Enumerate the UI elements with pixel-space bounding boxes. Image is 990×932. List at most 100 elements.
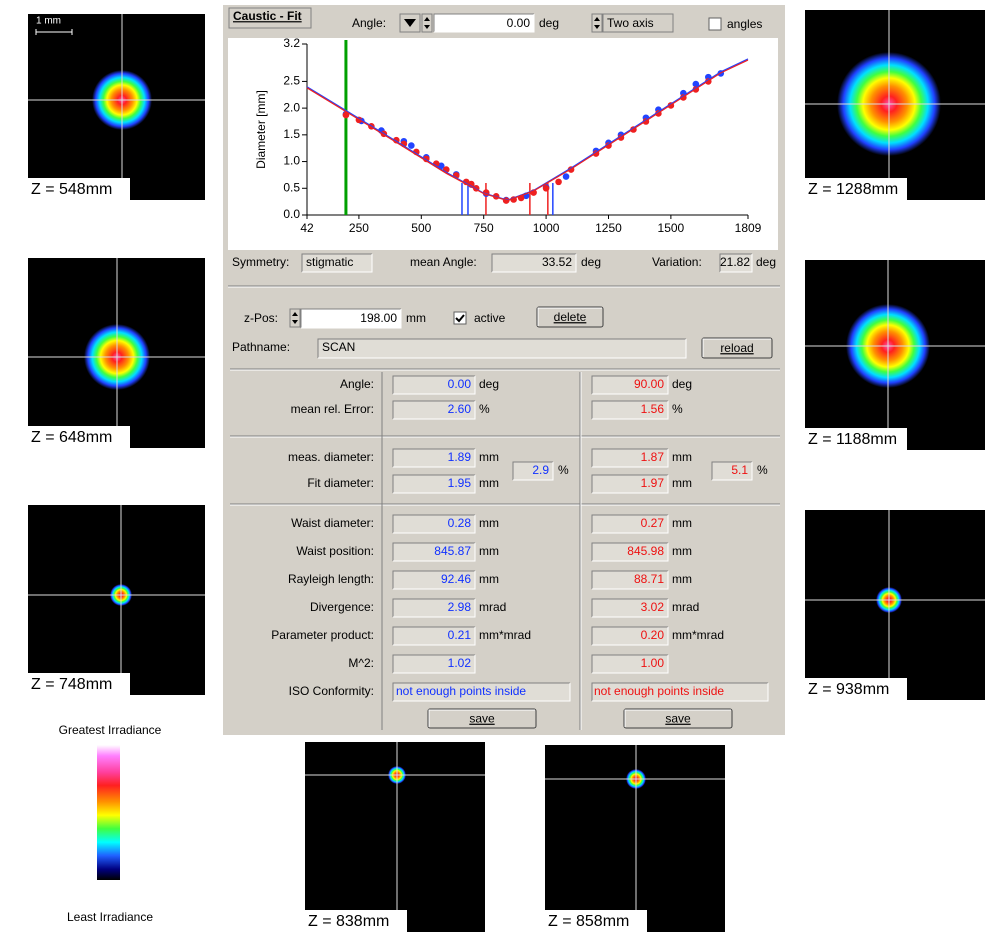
x-unit: mm	[479, 544, 499, 558]
x-unit: deg	[479, 377, 499, 391]
row-label: Divergence:	[310, 600, 374, 614]
mean-angle-label: mean Angle:	[410, 255, 477, 269]
variation-unit: deg	[756, 255, 776, 269]
row-label: Rayleigh length:	[288, 572, 374, 586]
scale-bar-label: 1 mm	[36, 16, 61, 27]
y-unit: mm*mrad	[672, 628, 724, 642]
x-value: 1.89	[448, 450, 472, 464]
row-label: Waist diameter:	[291, 516, 374, 530]
z-label: Z = 648mm	[31, 429, 112, 446]
data-point	[408, 142, 415, 149]
symmetry-value: stigmatic	[306, 255, 353, 269]
x-value: 0.28	[448, 516, 472, 530]
data-point	[555, 179, 562, 186]
z-label: Z = 1288mm	[808, 181, 898, 198]
row-label: Parameter product:	[271, 628, 374, 642]
active-label: active	[474, 311, 506, 325]
y-unit: mm	[672, 476, 692, 490]
pathname-value: SCAN	[322, 340, 355, 354]
x-unit: mrad	[479, 600, 506, 614]
spin-button[interactable]	[592, 14, 602, 32]
spin-button[interactable]	[422, 14, 432, 32]
y-value: 0.20	[641, 628, 665, 642]
x-value: 0.00	[448, 377, 472, 391]
x-value: 0.21	[448, 628, 472, 642]
colorbar	[97, 745, 120, 880]
variation-value: 21.82	[720, 255, 750, 269]
x-tick-label: 1500	[658, 221, 685, 235]
y-value: 1.00	[641, 656, 665, 670]
y-value: 1.87	[641, 450, 665, 464]
reload-button-label: reload	[720, 341, 753, 355]
x-tick-label: 500	[411, 221, 431, 235]
zpos-unit: mm	[406, 311, 426, 325]
data-point	[543, 185, 550, 192]
y-tick-label: 0.5	[283, 180, 300, 194]
x-unit: mm*mrad	[479, 628, 531, 642]
save-button-label: save	[469, 712, 495, 726]
z-label: Z = 858mm	[548, 913, 629, 930]
row-label: Angle:	[340, 377, 374, 391]
pathname-label: Pathname:	[232, 340, 290, 354]
z-label: Z = 838mm	[308, 913, 389, 930]
colorbar-bottom-label: Least Irradiance	[67, 910, 153, 924]
row-label: Fit diameter:	[307, 476, 374, 490]
row-label: M^2:	[348, 656, 374, 670]
zpos-value: 198.00	[360, 311, 397, 325]
mode-label: Two axis	[607, 16, 654, 30]
iso-label: ISO Conformity:	[289, 684, 374, 698]
spin-button[interactable]	[290, 309, 300, 327]
z-label: Z = 938mm	[808, 681, 889, 698]
row-label: mean rel. Error:	[291, 402, 374, 416]
data-point	[563, 173, 570, 180]
mean-angle-unit: deg	[581, 255, 601, 269]
angle-label: Angle:	[352, 16, 386, 30]
y-unit: mm	[672, 544, 692, 558]
y-tick-label: 2.5	[283, 74, 300, 88]
x-value: 1.95	[448, 476, 472, 490]
z-label: Z = 1188mm	[808, 431, 897, 448]
y-ratio-unit: %	[757, 463, 768, 477]
chart-area	[228, 38, 778, 250]
y-value: 90.00	[634, 377, 664, 391]
symmetry-label: Symmetry:	[232, 255, 289, 269]
delete-button-label: delete	[554, 310, 587, 324]
x-value: 92.46	[441, 572, 471, 586]
z-label: Z = 548mm	[31, 181, 112, 198]
zpos-label: z-Pos:	[244, 311, 278, 325]
x-value: 2.98	[448, 600, 472, 614]
y-unit: mm	[672, 572, 692, 586]
y-value: 845.98	[627, 544, 664, 558]
y-tick-label: 3.2	[283, 36, 300, 50]
y-unit: mrad	[672, 600, 699, 614]
row-label: meas. diameter:	[288, 450, 374, 464]
mean-angle-value: 33.52	[542, 255, 572, 269]
x-tick-label: 42	[300, 221, 314, 235]
screen: Z = 548mm Z = 648mm Z = 748mm Z = 1288mm Z =…	[0, 0, 990, 932]
y-value: 1.97	[641, 476, 665, 490]
z-label: Z = 748mm	[31, 676, 112, 693]
x-tick-label: 750	[474, 221, 494, 235]
x-value: 2.60	[448, 402, 472, 416]
x-ratio-value: 2.9	[532, 463, 549, 477]
y-axis-label: Diameter [mm]	[254, 90, 268, 169]
checkbox[interactable]	[454, 312, 466, 324]
y-value: 88.71	[634, 572, 664, 586]
tab-label: Caustic - Fit	[233, 9, 302, 23]
y-value: 3.02	[641, 600, 665, 614]
x-ratio-unit: %	[558, 463, 569, 477]
checkbox[interactable]	[709, 18, 721, 30]
angles-label: angles	[727, 17, 762, 31]
row-label: Waist position:	[296, 544, 374, 558]
x-unit: mm	[479, 516, 499, 530]
y-tick-label: 0.0	[283, 207, 300, 221]
x-unit: mm	[479, 572, 499, 586]
x-tick-label: 1000	[533, 221, 560, 235]
y-unit: mm	[672, 450, 692, 464]
y-tick-label: 2.0	[283, 100, 300, 114]
x-value: 1.02	[448, 656, 472, 670]
pathname-field	[318, 339, 686, 358]
x-tick-label: 1809	[735, 221, 762, 235]
save-button-label: save	[665, 712, 691, 726]
angle-unit: deg	[539, 16, 559, 30]
